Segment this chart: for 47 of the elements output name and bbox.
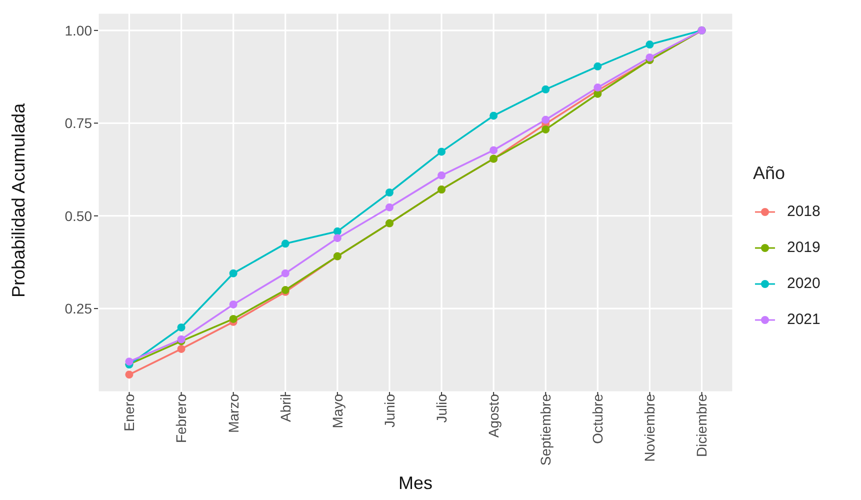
x-tick-label: Enero [121,394,138,432]
x-tick-label: Marzo [225,394,242,433]
x-tick-label: Noviembre [642,394,658,462]
point [646,40,654,49]
x-tick-label: Septiembre [538,394,554,466]
legend-label: 2021 [787,311,820,328]
legend-title: Año [753,162,786,184]
x-tick-label: Diciembre [694,394,710,458]
point [125,358,134,366]
point [177,323,186,332]
x-axis-title: Mes [398,473,433,493]
point [333,234,342,242]
legend-label: 2020 [787,275,820,292]
point [281,269,290,278]
point [438,148,446,156]
y-tick-label: 0.50 [64,208,92,224]
x-tick-label: Octubre [590,394,606,444]
legend-label: 2018 [787,203,820,220]
point [177,344,186,353]
y-tick-label: 1.00 [64,22,92,38]
x-tick-label: Febrero [173,394,190,444]
point [229,314,238,323]
x-tick-label: Julio [433,394,450,423]
point [125,370,134,379]
point [594,84,602,92]
point [594,62,602,70]
legend-label: 2019 [787,239,820,256]
point [542,85,550,94]
point [490,112,498,120]
point [229,269,238,278]
point [281,240,290,248]
y-tick-label: 0.25 [64,300,92,317]
x-tick-label: Agosto [486,394,502,438]
point [542,116,550,124]
point [490,146,498,154]
point [333,227,342,236]
y-axis-title: Probabilidad Acumulada [8,102,28,298]
point [385,203,394,212]
x-tick-label: Mayo [329,394,346,428]
x-tick-label: Abril [277,394,294,422]
x-tick-label: Junio [381,394,398,428]
point [542,125,550,134]
point [646,54,654,62]
point [385,188,394,196]
y-tick-label: 0.75 [64,115,92,132]
point [438,171,446,180]
point [229,300,238,308]
